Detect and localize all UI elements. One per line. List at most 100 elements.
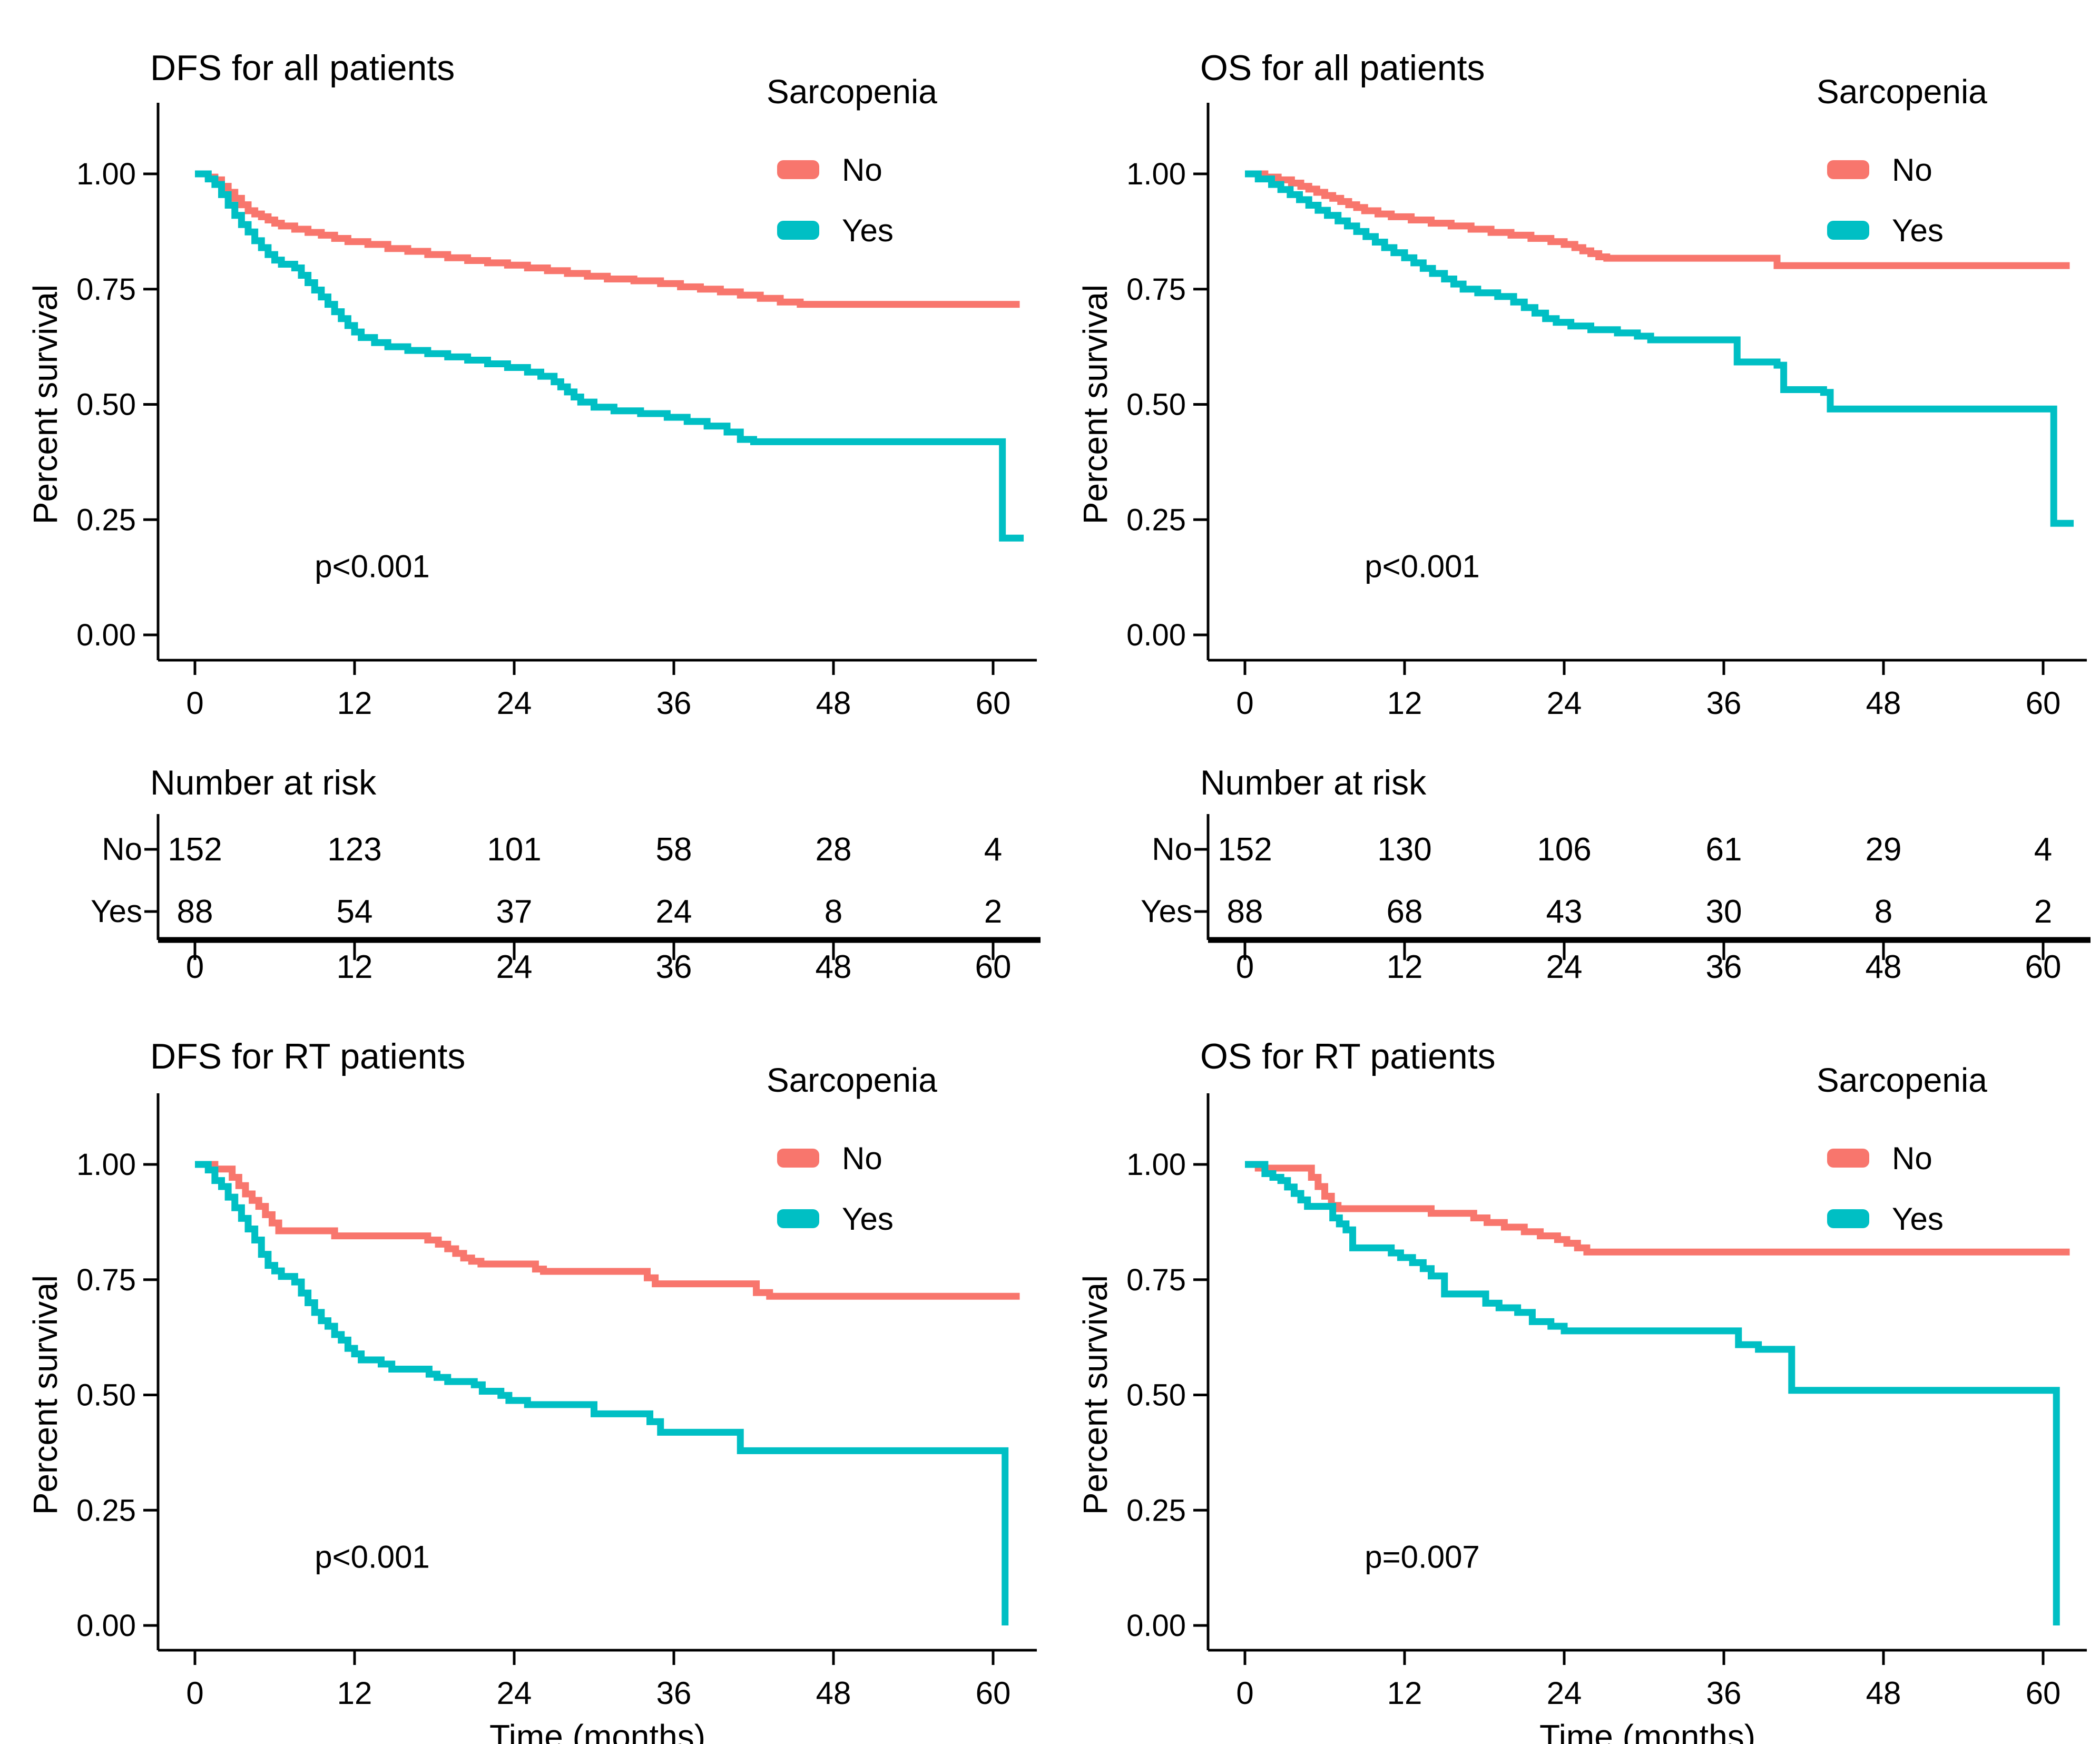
y-tick-label: 0.50 xyxy=(1126,388,1186,422)
x-tick-label: 48 xyxy=(816,949,852,980)
x-tick-label: 24 xyxy=(497,685,532,721)
x-tick-label: 0 xyxy=(186,1676,203,1711)
x-tick-label: 24 xyxy=(496,949,533,980)
x-tick-label: 0 xyxy=(186,949,204,980)
legend-label-yes: Yes xyxy=(842,213,894,248)
km-curve-no xyxy=(195,1161,1020,1300)
risk-row-label-no: No xyxy=(102,831,142,867)
legend-swatch-yes xyxy=(1827,1209,1869,1228)
risk-count: 24 xyxy=(656,894,692,930)
risk-count: 28 xyxy=(816,831,852,868)
x-axis-title: Time (months) xyxy=(1539,1718,1755,1744)
legend-label-no: No xyxy=(842,1141,882,1176)
x-tick-label: 0 xyxy=(1236,1676,1253,1711)
legend-label-no: No xyxy=(842,152,882,188)
x-tick-label: 12 xyxy=(1387,949,1423,980)
risk-count: 106 xyxy=(1537,831,1591,868)
legend-title: Sarcopenia xyxy=(1817,1061,1987,1099)
km-curve-yes xyxy=(1245,1161,2060,1625)
risk-count: 8 xyxy=(825,894,842,930)
risk-count: 29 xyxy=(1866,831,1902,868)
x-tick-label: 12 xyxy=(337,949,373,980)
p-value-label: p<0.001 xyxy=(1365,549,1480,584)
x-tick-label: 36 xyxy=(1706,1676,1742,1711)
x-tick-label: 12 xyxy=(1387,1676,1422,1711)
legend-swatch-no xyxy=(1827,1149,1869,1168)
km-curve-yes xyxy=(1245,170,2074,527)
x-tick-label: 24 xyxy=(1547,685,1582,721)
legend-label-yes: Yes xyxy=(1892,213,1944,248)
risk-count: 68 xyxy=(1387,894,1423,930)
x-tick-label: 12 xyxy=(1387,685,1422,721)
legend-swatch-no xyxy=(777,1149,819,1168)
x-axis-title: Time (months) xyxy=(1539,728,1755,732)
risk-count: 88 xyxy=(177,894,213,930)
y-tick-label: 0.25 xyxy=(76,503,136,537)
chart-title: DFS for all patients xyxy=(150,48,455,88)
risk-count: 61 xyxy=(1706,831,1742,868)
y-axis-title: Percent survival xyxy=(1076,285,1114,524)
y-axis-title: Percent survival xyxy=(26,285,64,524)
x-tick-label: 0 xyxy=(1236,949,1254,980)
risk-count: 30 xyxy=(1706,894,1742,930)
risk-count: 54 xyxy=(337,894,373,930)
chart-title: OS for all patients xyxy=(1200,48,1485,88)
km-chart-os-all: OS for all patients 0.00 0.25 0.50 0.75 1.00 0… xyxy=(1076,48,2087,732)
y-tick-label: 1.00 xyxy=(76,157,136,191)
x-tick-label: 48 xyxy=(816,685,851,721)
legend-label-yes: Yes xyxy=(842,1201,894,1237)
risk-count: 8 xyxy=(1875,894,1892,930)
risk-row-label-yes: Yes xyxy=(91,894,142,929)
x-tick-label: 48 xyxy=(1866,685,1901,721)
risk-count: 123 xyxy=(327,831,381,868)
chart-title: OS for RT patients xyxy=(1200,1036,1496,1076)
x-tick-label: 48 xyxy=(816,1676,851,1711)
y-axis-title: Percent survival xyxy=(26,1275,64,1515)
risk-table-dfs-all: Number at risk No 152 123 101 58 28 4 Yes 88 54 37 2… xyxy=(0,732,1050,980)
y-tick-label: 1.00 xyxy=(1126,1148,1186,1182)
y-tick-label: 0.00 xyxy=(76,1609,136,1643)
risk-count: 152 xyxy=(168,831,222,868)
risk-count: 4 xyxy=(984,831,1002,868)
km-curve-no xyxy=(1245,1161,2070,1256)
chart-title: DFS for RT patients xyxy=(150,1036,465,1076)
legend-swatch-no xyxy=(1827,160,1869,179)
panel-dfs-all-patients: DFS for all patients 0.00 0.25 0.50 0.75 1.00… xyxy=(0,0,1050,732)
x-tick-label: 36 xyxy=(1706,949,1742,980)
y-tick-label: 0.00 xyxy=(76,618,136,652)
x-tick-label: 36 xyxy=(1706,685,1742,721)
p-value-label: p<0.001 xyxy=(315,1540,430,1575)
risk-count: 101 xyxy=(487,831,541,868)
x-tick-label: 60 xyxy=(2026,1676,2061,1711)
y-tick-label: 0.75 xyxy=(76,272,136,307)
risk-count: 37 xyxy=(496,894,533,930)
y-tick-label: 0.75 xyxy=(1126,1263,1186,1297)
legend-swatch-yes xyxy=(777,1209,819,1228)
legend-label-no: No xyxy=(1892,1141,1932,1176)
y-tick-label: 0.50 xyxy=(76,1378,136,1413)
risk-count: 2 xyxy=(2034,894,2052,930)
x-tick-label: 12 xyxy=(337,685,372,721)
x-tick-label: 24 xyxy=(1547,1676,1582,1711)
risk-count: 130 xyxy=(1377,831,1431,868)
x-axis-title: Time (months) xyxy=(489,1718,705,1744)
x-tick-label: 36 xyxy=(656,949,692,980)
x-tick-label: 48 xyxy=(1866,949,1902,980)
risk-table-title: Number at risk xyxy=(150,763,377,802)
p-value-label: p<0.001 xyxy=(315,549,430,584)
x-tick-label: 0 xyxy=(1236,685,1253,721)
risk-count: 58 xyxy=(656,831,692,868)
risk-count: 43 xyxy=(1546,894,1583,930)
panel-os-all-patients: OS for all patients 0.00 0.25 0.50 0.75 1.00 0… xyxy=(1050,0,2100,732)
y-tick-label: 0.50 xyxy=(1126,1378,1186,1413)
y-tick-label: 1.00 xyxy=(1126,157,1186,191)
legend-swatch-yes xyxy=(1827,221,1869,240)
x-tick-label: 24 xyxy=(1546,949,1583,980)
risk-count: 88 xyxy=(1227,894,1263,930)
risk-row-label-no: No xyxy=(1152,831,1192,867)
km-curve-no xyxy=(195,170,1020,308)
x-axis-title: Time (months) xyxy=(489,728,705,732)
panel-os-rt-patients: OS for RT patients 0.00 0.25 0.50 0.75 1.00 0 1… xyxy=(1050,980,2100,1744)
x-tick-label: 48 xyxy=(1866,1676,1901,1711)
